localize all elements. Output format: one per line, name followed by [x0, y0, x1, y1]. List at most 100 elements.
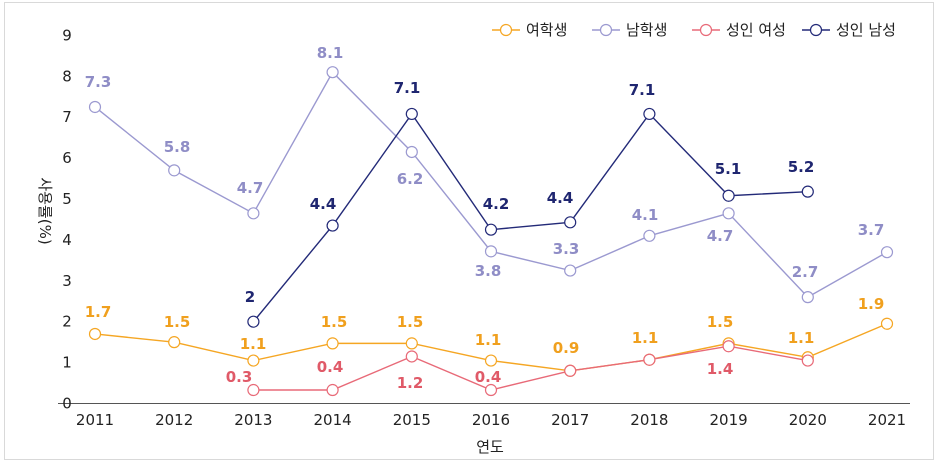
data-label: 2: [245, 288, 255, 306]
data-label: 4.1: [632, 206, 659, 224]
x-tick-label: 2017: [551, 411, 589, 429]
data-label: 0.3: [226, 368, 253, 386]
data-point: [484, 383, 498, 397]
data-label: 1.7: [85, 303, 112, 321]
data-label: 1.1: [240, 335, 267, 353]
data-point: [722, 340, 735, 353]
x-tick-label: 2015: [393, 411, 431, 429]
data-point: [405, 337, 418, 350]
data-point: [564, 216, 577, 229]
y-tick-label: 5: [62, 190, 72, 208]
data-point: [643, 353, 656, 366]
data-label: 7.3: [85, 73, 112, 91]
y-tick-label: 1: [62, 354, 72, 372]
data-label: 6.2: [397, 170, 424, 188]
legend-label: 여학생: [526, 21, 567, 39]
series-markers: [88, 66, 894, 397]
legend-label: 성인 남성: [836, 21, 896, 39]
data-point: [484, 354, 498, 367]
data-label: 0.4: [475, 368, 502, 386]
data-point: [247, 383, 260, 397]
x-tick-label: 2011: [76, 411, 114, 429]
legend-marker: [499, 23, 513, 37]
y-tick-label: 0: [62, 395, 72, 413]
data-label: 1.5: [707, 313, 734, 331]
data-label: 1.4: [707, 360, 734, 378]
data-label: 4.7: [237, 179, 264, 197]
y-tick-label: 6: [62, 149, 72, 167]
series-line: [253, 345, 808, 391]
data-label: 3.7: [858, 221, 885, 239]
data-label: 1.5: [321, 313, 348, 331]
x-axis-title: 연도: [476, 438, 504, 456]
data-label: 4.4: [310, 195, 337, 213]
series-line: [252, 112, 808, 323]
data-label: 3.3: [553, 240, 580, 258]
x-tick-label: 2012: [155, 411, 193, 429]
data-point: [326, 219, 339, 232]
data-point: [326, 66, 339, 79]
data-point: [326, 337, 339, 350]
data-label: 8.1: [317, 44, 344, 62]
data-point: [564, 264, 577, 277]
data-label: 1.5: [164, 313, 191, 331]
x-tick-label: 2014: [314, 411, 352, 429]
data-point: [168, 164, 181, 177]
x-tick-label: 2020: [789, 411, 827, 429]
data-label: 7.1: [394, 79, 421, 97]
data-point: [247, 354, 260, 367]
data-label: 0.4: [317, 358, 344, 376]
data-point: [643, 229, 656, 242]
data-label: 1.5: [397, 313, 424, 331]
data-point: [722, 189, 735, 202]
legend-marker: [599, 23, 613, 37]
x-tick-label: 2016: [472, 411, 510, 429]
data-label: 5.8: [164, 138, 191, 156]
x-tick-label: 2019: [710, 411, 748, 429]
data-label: 7.1: [629, 81, 656, 99]
data-point: [484, 245, 498, 258]
data-point: [405, 107, 418, 121]
data-point: [247, 207, 260, 220]
data-point: [801, 291, 814, 304]
data-label: 4.2: [483, 195, 510, 213]
data-point: [247, 315, 260, 328]
data-labels: 1.7 1.5 1.1 1.5 1.5 1.1 0.9 1.1 1.5 1.1 1.9 7.3 5.8 4…: [85, 44, 885, 392]
data-label: 3.8: [475, 262, 502, 280]
x-tick-label: 2013: [234, 411, 272, 429]
y-tick-label: 9: [62, 26, 72, 44]
data-point: [801, 354, 814, 367]
data-label: 1.2: [397, 374, 424, 392]
x-tick-label: 2018: [630, 411, 668, 429]
data-label: 0.9: [553, 339, 580, 357]
data-point: [564, 364, 577, 377]
legend-label: 남학생: [626, 21, 667, 39]
legend-label: 성인 여성: [726, 21, 786, 39]
data-label: 5.2: [788, 158, 815, 176]
data-point: [880, 317, 894, 330]
data-point: [880, 246, 894, 259]
data-label: 1.1: [788, 329, 815, 347]
data-point: [168, 336, 181, 349]
data-label: 2.7: [792, 263, 819, 281]
data-label: 5.1: [715, 160, 742, 178]
data-point: [326, 383, 339, 397]
legend: 여학생 남학생 성인 여성 성인 남성: [492, 21, 896, 39]
x-tick-label: 2021: [868, 411, 906, 429]
data-point: [643, 107, 656, 121]
data-label: 4.4: [547, 189, 574, 207]
data-label: 1.9: [858, 295, 885, 313]
y-tick-label: 2: [62, 313, 72, 331]
data-label: 4.7: [707, 227, 734, 245]
y-axis-title: 사용률(%): [36, 177, 54, 244]
y-tick-label: 7: [62, 108, 72, 126]
data-label: 1.1: [632, 329, 659, 347]
data-point: [484, 223, 498, 236]
y-tick-label: 8: [62, 67, 72, 85]
legend-marker: [699, 23, 713, 37]
data-point: [801, 185, 814, 198]
data-point: [405, 145, 418, 159]
y-tick-label: 3: [62, 272, 72, 290]
